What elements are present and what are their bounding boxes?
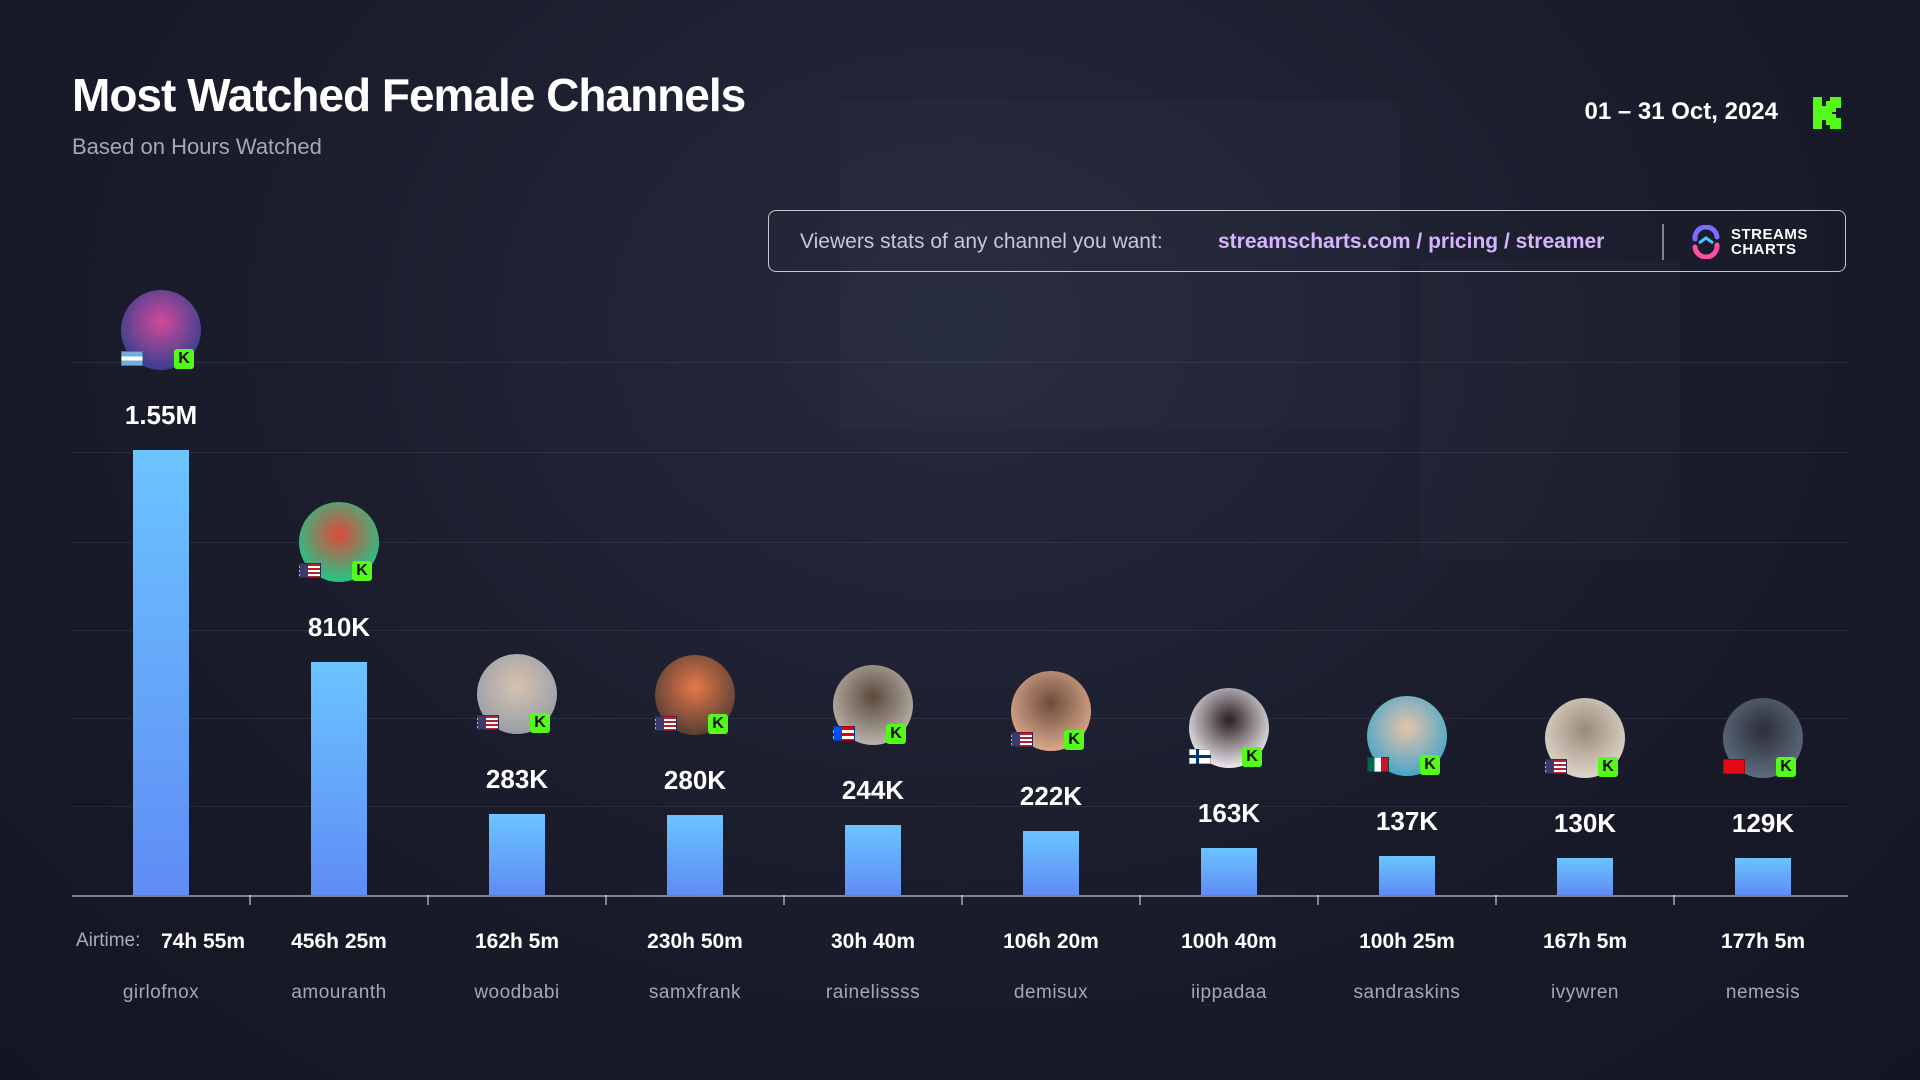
flag-usa-icon	[477, 714, 499, 730]
gridline	[72, 452, 1848, 453]
gridline	[72, 630, 1848, 631]
kick-badge-icon: K	[1598, 756, 1618, 777]
flag-usa-icon	[655, 715, 677, 731]
bar-samxfrank	[667, 814, 723, 895]
gridline	[72, 362, 1848, 363]
airtime-value: 100h 40m	[1181, 930, 1277, 953]
x-axis	[72, 895, 1848, 897]
airtime-value: 167h 5m	[1542, 930, 1628, 953]
bar-ivywren	[1557, 857, 1613, 895]
airtime-value: 30h 40m	[830, 930, 916, 953]
airtime-value: 456h 25m	[291, 930, 387, 953]
gridline	[72, 718, 1848, 719]
channel-name[interactable]: ivywren	[1551, 982, 1619, 1003]
channel-name[interactable]: iippadaa	[1191, 982, 1267, 1003]
x-axis-tick	[605, 895, 607, 905]
kick-badge-icon: K	[1064, 730, 1084, 751]
date-range: 01 – 31 Oct, 2024	[1584, 98, 1778, 125]
channel-name[interactable]: samxfrank	[648, 982, 742, 1003]
promo-text: Viewers stats of any channel you want:	[800, 230, 1163, 253]
bar-iippadaa	[1201, 848, 1257, 895]
page-title: Most Watched Female Channels	[72, 69, 746, 121]
value-label: 244K	[841, 774, 905, 805]
x-axis-tick	[961, 895, 963, 905]
flag-mexico-icon	[1367, 756, 1389, 772]
value-label: 283K	[485, 763, 549, 794]
airtime-value: 230h 50m	[647, 930, 743, 953]
value-label: 137K	[1375, 805, 1439, 836]
brand-line-1: STREAMS	[1731, 226, 1808, 243]
flag-finland-icon	[1189, 749, 1211, 765]
value-label: 1.55M	[124, 400, 198, 430]
bar-amouranth	[311, 662, 367, 895]
x-axis-tick	[1139, 895, 1141, 905]
channel-name[interactable]: rainelissss	[825, 982, 921, 1003]
streams-charts-brand: STREAMS CHARTS	[1731, 227, 1808, 257]
gridline	[72, 806, 1848, 807]
kick-badge-icon: K	[886, 723, 906, 744]
promo-divider	[1662, 224, 1664, 260]
kick-badge-icon: K	[1420, 754, 1440, 775]
flag-usa-icon	[1545, 758, 1567, 774]
x-axis-tick	[1673, 895, 1675, 905]
bar-woodbabi	[489, 813, 545, 895]
promo-banner[interactable]: Viewers stats of any channel you want: s…	[768, 210, 1846, 272]
flag-usa-icon	[1011, 732, 1033, 748]
background-decoration	[1420, 260, 1680, 560]
value-label: 129K	[1731, 807, 1795, 838]
value-label: 163K	[1197, 798, 1261, 829]
bar-rainelissss	[845, 824, 901, 895]
airtime-value: 74h 55m	[160, 930, 246, 953]
kick-badge-icon: K	[530, 712, 550, 733]
channel-name[interactable]: nemesis	[1725, 982, 1801, 1003]
channel-name[interactable]: sandraskins	[1353, 982, 1461, 1003]
bar-girlofnox	[133, 450, 189, 895]
x-axis-tick	[783, 895, 785, 905]
promo-link[interactable]: streamscharts.com / pricing / streamer	[1218, 230, 1605, 253]
value-label: 222K	[1019, 781, 1083, 812]
gridline	[72, 542, 1848, 543]
airtime-label: Airtime:	[76, 930, 141, 951]
value-label: 280K	[663, 764, 727, 795]
channel-name[interactable]: amouranth	[291, 982, 387, 1003]
page-subtitle: Based on Hours Watched	[72, 134, 322, 159]
flag-usa-icon	[299, 563, 321, 579]
flag-argentina-icon	[121, 351, 143, 366]
streams-charts-logo-icon	[1692, 225, 1720, 259]
value-label: 810K	[307, 612, 371, 643]
flag-puerto-rico-icon	[833, 725, 855, 741]
channel-name[interactable]: girlofnox	[122, 982, 200, 1003]
x-axis-tick	[249, 895, 251, 905]
airtime-value: 177h 5m	[1720, 930, 1806, 953]
airtime-value: 162h 5m	[474, 930, 560, 953]
kick-badge-icon: K	[174, 349, 194, 369]
airtime-value: 100h 25m	[1359, 930, 1455, 953]
x-axis-tick	[427, 895, 429, 905]
value-label: 130K	[1553, 807, 1617, 838]
kick-badge-icon: K	[1776, 756, 1796, 777]
brand-line-2: CHARTS	[1731, 241, 1797, 258]
airtime-value: 106h 20m	[1003, 930, 1099, 953]
flag-turkey-icon	[1723, 758, 1745, 774]
x-axis-tick	[1317, 895, 1319, 905]
x-axis-tick	[1495, 895, 1497, 905]
kick-badge-icon: K	[708, 713, 728, 734]
channel-name[interactable]: demisux	[1013, 982, 1089, 1003]
kick-badge-icon: K	[352, 561, 372, 582]
bar-demisux	[1023, 831, 1079, 895]
channel-name[interactable]: woodbabi	[474, 982, 560, 1003]
kick-logo-icon	[1813, 97, 1841, 129]
bar-nemesis	[1735, 857, 1791, 895]
bar-sandraskins	[1379, 855, 1435, 895]
kick-badge-icon: K	[1242, 747, 1262, 768]
